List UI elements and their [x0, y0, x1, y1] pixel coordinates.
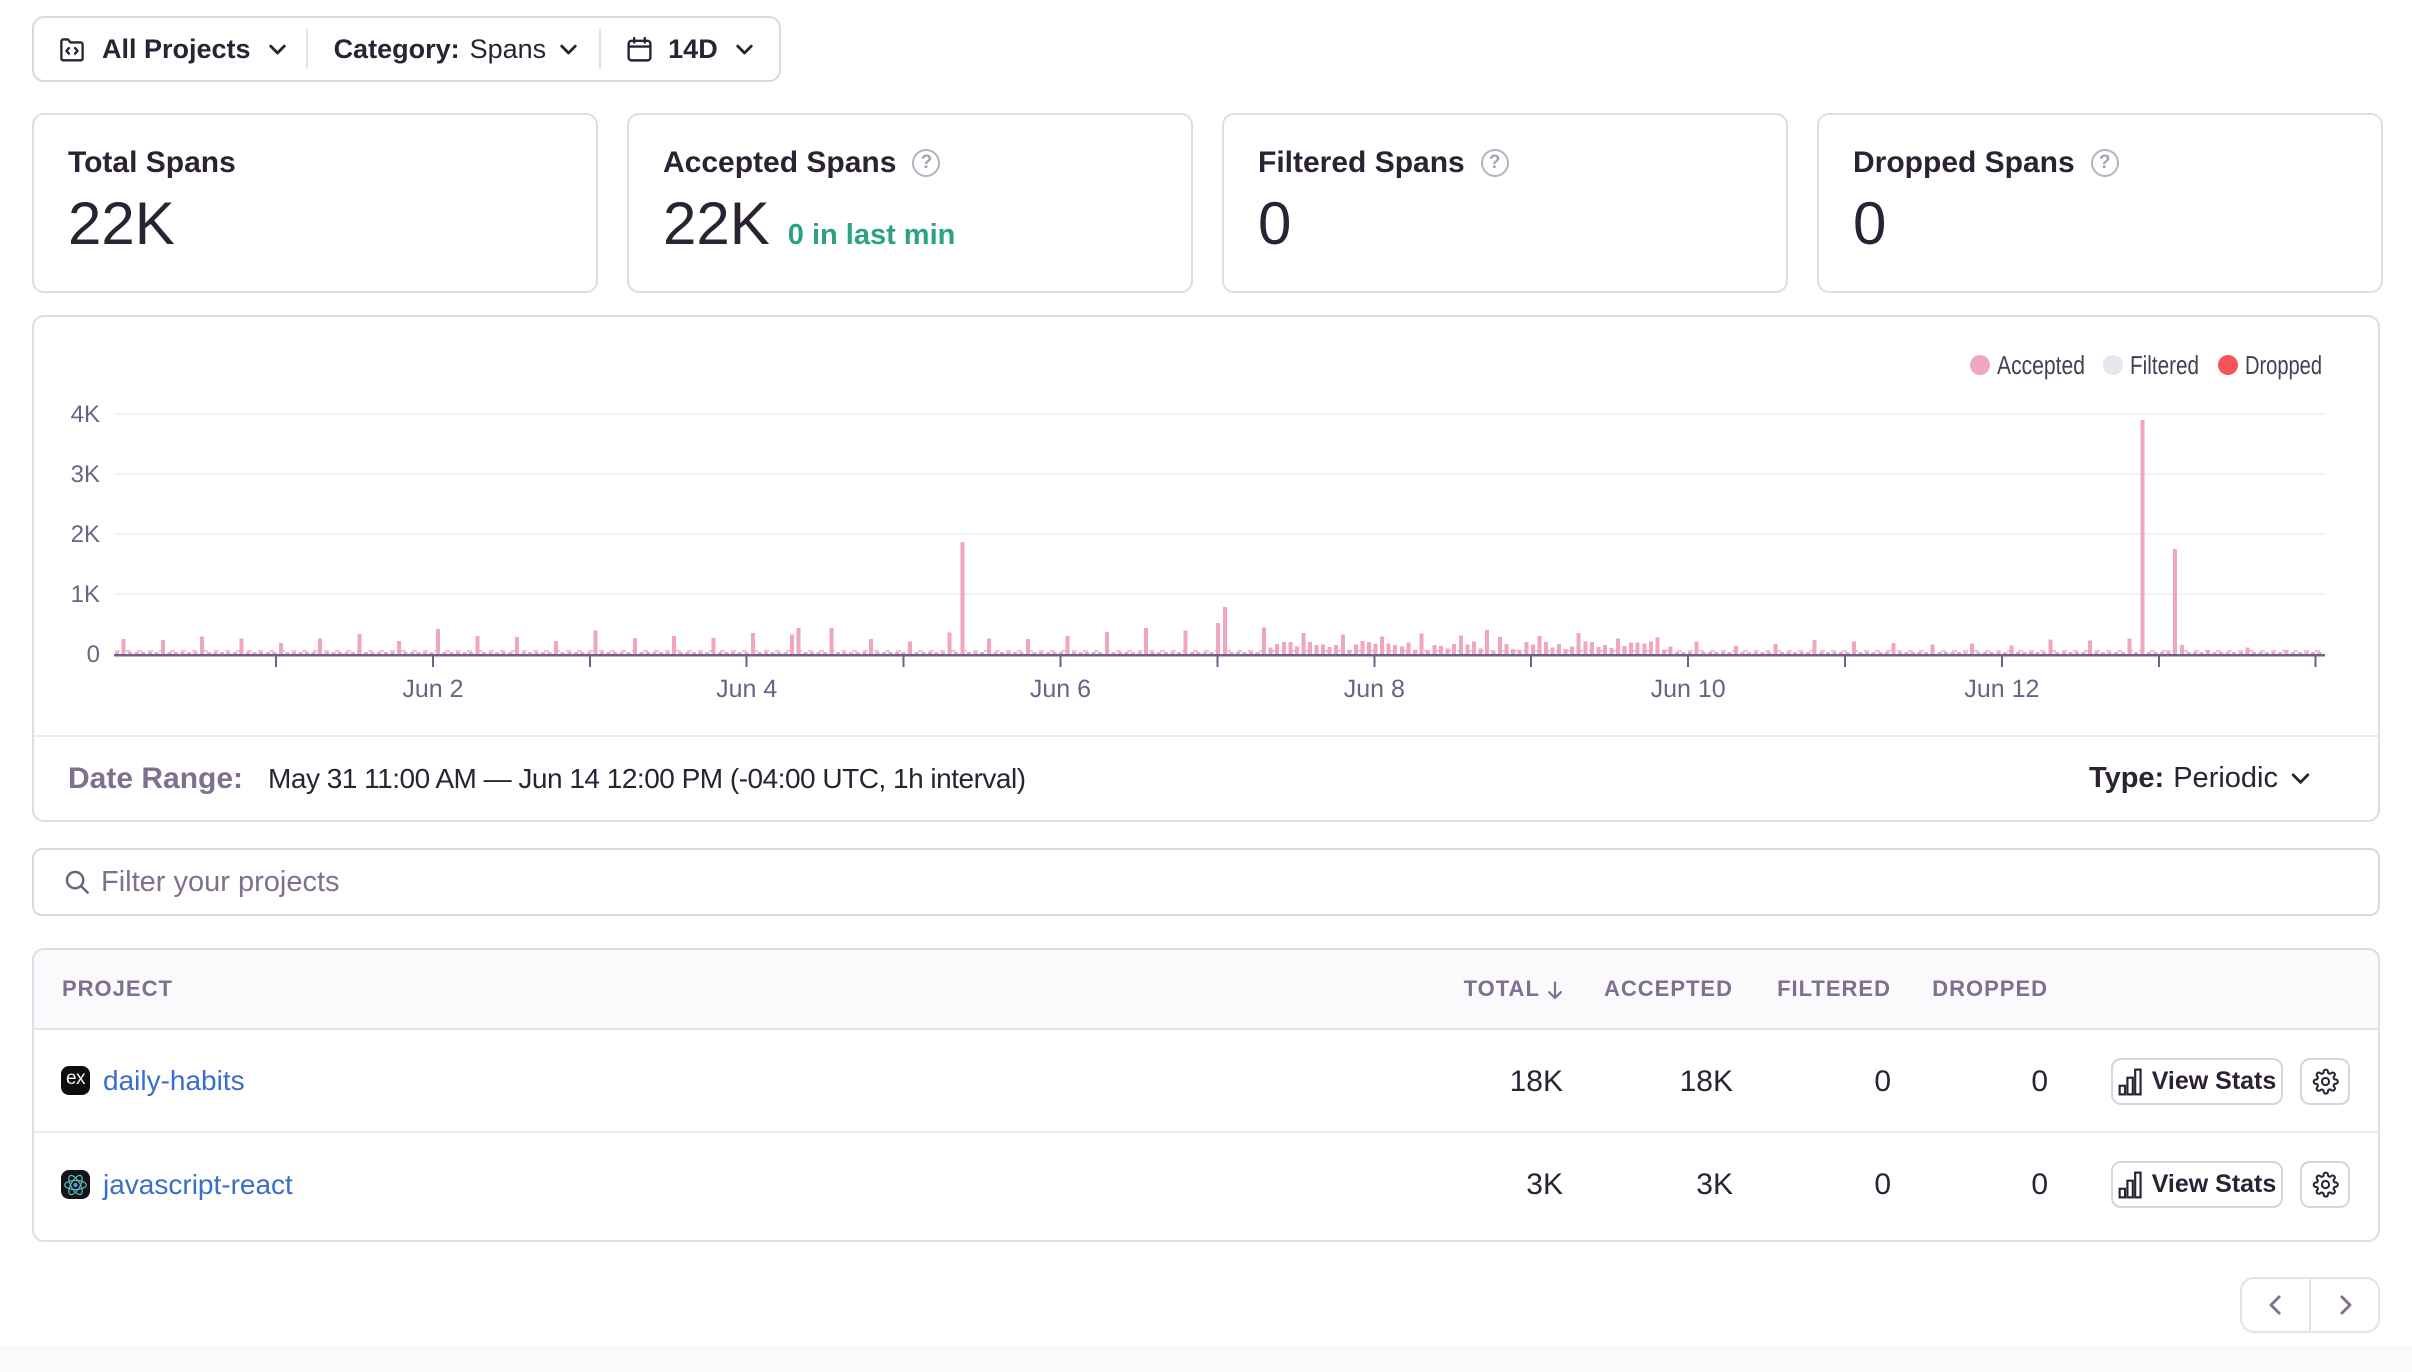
svg-text:3K: 3K — [71, 461, 100, 488]
svg-text:Jun 4: Jun 4 — [716, 675, 777, 703]
svg-text:Jun 2: Jun 2 — [402, 675, 463, 703]
svg-text:Dropped: Dropped — [2245, 350, 2322, 380]
svg-text:1K: 1K — [71, 581, 100, 608]
svg-text:Jun 12: Jun 12 — [1964, 675, 2039, 703]
svg-text:2K: 2K — [71, 521, 100, 548]
svg-text:Jun 6: Jun 6 — [1030, 675, 1091, 703]
svg-text:4K: 4K — [71, 401, 100, 428]
svg-text:0: 0 — [87, 641, 100, 668]
svg-text:Jun 8: Jun 8 — [1344, 675, 1405, 703]
svg-text:Accepted: Accepted — [1997, 350, 2085, 380]
svg-text:Filtered: Filtered — [2130, 350, 2199, 380]
svg-text:Jun 10: Jun 10 — [1651, 675, 1726, 703]
